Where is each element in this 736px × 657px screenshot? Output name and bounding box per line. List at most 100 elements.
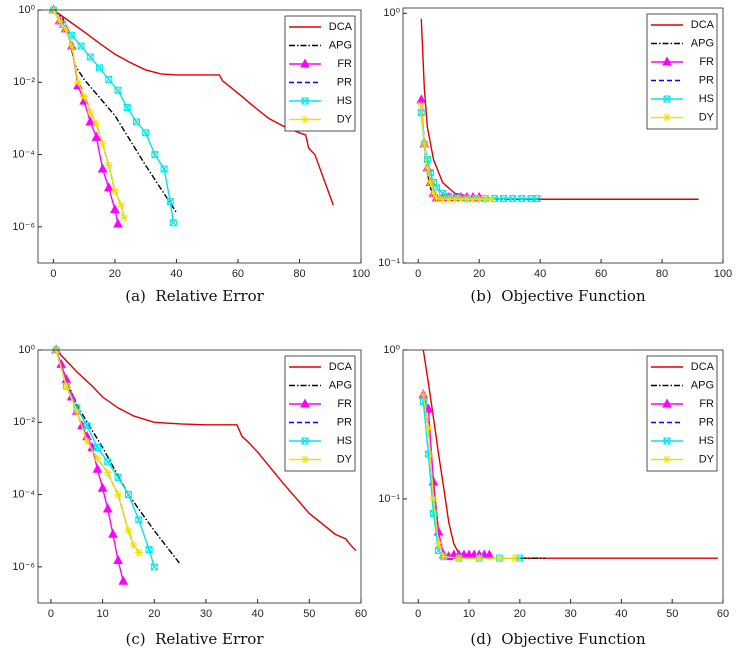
x-tick-label: 100 bbox=[352, 268, 370, 280]
legend-label: HS bbox=[699, 435, 714, 447]
marker bbox=[454, 554, 463, 563]
x-tick-label: 0 bbox=[48, 608, 54, 620]
marker bbox=[300, 58, 310, 68]
marker bbox=[73, 78, 82, 87]
x-tick-label: 0 bbox=[50, 268, 56, 280]
legend-label: HS bbox=[699, 93, 714, 105]
legend-label: APG bbox=[329, 39, 352, 51]
legend-label: DY bbox=[699, 111, 715, 123]
axes-box bbox=[37, 9, 362, 264]
marker bbox=[509, 195, 517, 203]
marker bbox=[151, 151, 159, 159]
x-tick-label: 0 bbox=[415, 268, 421, 280]
marker bbox=[103, 468, 112, 477]
marker bbox=[469, 195, 478, 204]
marker bbox=[301, 115, 309, 124]
marker bbox=[423, 164, 432, 173]
legend-label: DCA bbox=[691, 19, 715, 31]
marker bbox=[145, 546, 153, 554]
marker bbox=[662, 56, 672, 66]
legend-label: APG bbox=[691, 37, 714, 49]
marker bbox=[92, 463, 103, 473]
caption: (b) Objective Function bbox=[470, 287, 646, 305]
legend-label: FR bbox=[699, 398, 714, 410]
marker bbox=[102, 503, 113, 513]
marker bbox=[510, 554, 519, 563]
marker bbox=[83, 422, 91, 430]
legend-label: DCA bbox=[691, 361, 715, 373]
legend-label: HS bbox=[337, 95, 352, 107]
marker bbox=[110, 186, 119, 195]
x-tick-label: 30 bbox=[564, 608, 576, 620]
x-tick-label: 40 bbox=[534, 268, 546, 280]
marker bbox=[55, 16, 64, 25]
x-tick-label: 40 bbox=[252, 608, 264, 620]
marker bbox=[424, 423, 433, 432]
marker bbox=[117, 201, 126, 210]
marker bbox=[166, 198, 174, 206]
marker bbox=[97, 482, 108, 492]
marker bbox=[61, 24, 70, 33]
marker bbox=[663, 437, 671, 445]
marker bbox=[518, 195, 526, 203]
marker bbox=[108, 528, 118, 538]
legend-label: PR bbox=[337, 416, 352, 428]
x-tick-label: 80 bbox=[293, 268, 305, 280]
marker bbox=[663, 455, 671, 464]
marker bbox=[150, 563, 158, 571]
marker bbox=[110, 204, 120, 214]
legend-label: DY bbox=[699, 453, 715, 465]
marker bbox=[98, 139, 107, 148]
marker bbox=[439, 552, 448, 561]
panel: 0 20 40 60 80 100 10⁻¹ 10⁰ DCA APG FR PR HS DY (b) Obj… bbox=[378, 7, 732, 305]
marker bbox=[86, 108, 95, 117]
marker bbox=[301, 437, 309, 445]
marker bbox=[86, 53, 94, 61]
caption: (a) Relative Error bbox=[125, 287, 264, 305]
marker bbox=[113, 218, 123, 228]
marker bbox=[301, 97, 309, 105]
marker bbox=[481, 195, 490, 204]
marker bbox=[104, 161, 113, 170]
marker bbox=[434, 539, 443, 548]
marker bbox=[160, 165, 168, 173]
marker bbox=[495, 554, 504, 563]
y-tick-label: 10⁻⁴ bbox=[12, 148, 35, 160]
x-tick-label: 20 bbox=[109, 268, 121, 280]
series-line bbox=[55, 349, 357, 552]
y-tick-label: 10⁻¹ bbox=[378, 257, 400, 269]
y-tick-label: 10⁰ bbox=[383, 344, 400, 356]
marker bbox=[83, 437, 92, 446]
marker bbox=[103, 182, 114, 192]
marker bbox=[93, 454, 102, 463]
legend-label: DCA bbox=[329, 361, 353, 373]
marker bbox=[169, 219, 177, 227]
marker bbox=[432, 194, 441, 203]
marker bbox=[124, 526, 133, 535]
marker bbox=[426, 178, 435, 187]
y-tick-label: 10⁻² bbox=[13, 76, 35, 88]
marker bbox=[420, 139, 429, 148]
marker bbox=[77, 42, 85, 50]
y-tick-label: 10⁻⁴ bbox=[12, 488, 35, 500]
marker bbox=[663, 113, 671, 122]
legend-label: PR bbox=[337, 76, 352, 88]
marker bbox=[113, 554, 123, 564]
x-tick-label: 40 bbox=[170, 268, 182, 280]
marker bbox=[419, 390, 428, 399]
y-tick-label: 10⁰ bbox=[383, 7, 400, 19]
marker bbox=[450, 195, 459, 204]
y-tick-label: 10⁻⁶ bbox=[12, 221, 35, 233]
y-tick-label: 10⁰ bbox=[18, 4, 35, 16]
legend-label: DCA bbox=[329, 21, 353, 33]
legend-label: APG bbox=[329, 379, 352, 391]
x-tick-label: 60 bbox=[717, 608, 729, 620]
marker bbox=[91, 131, 102, 141]
panel: 0 20 40 60 80 100 10⁻⁶ 10⁻⁴ 10⁻² 10⁰ DCA APG FR PR HS D… bbox=[12, 4, 370, 305]
y-tick-label: 10⁰ bbox=[18, 344, 35, 356]
marker bbox=[96, 64, 104, 72]
x-tick-label: 60 bbox=[595, 268, 607, 280]
x-tick-label: 20 bbox=[148, 608, 160, 620]
marker bbox=[142, 129, 150, 137]
